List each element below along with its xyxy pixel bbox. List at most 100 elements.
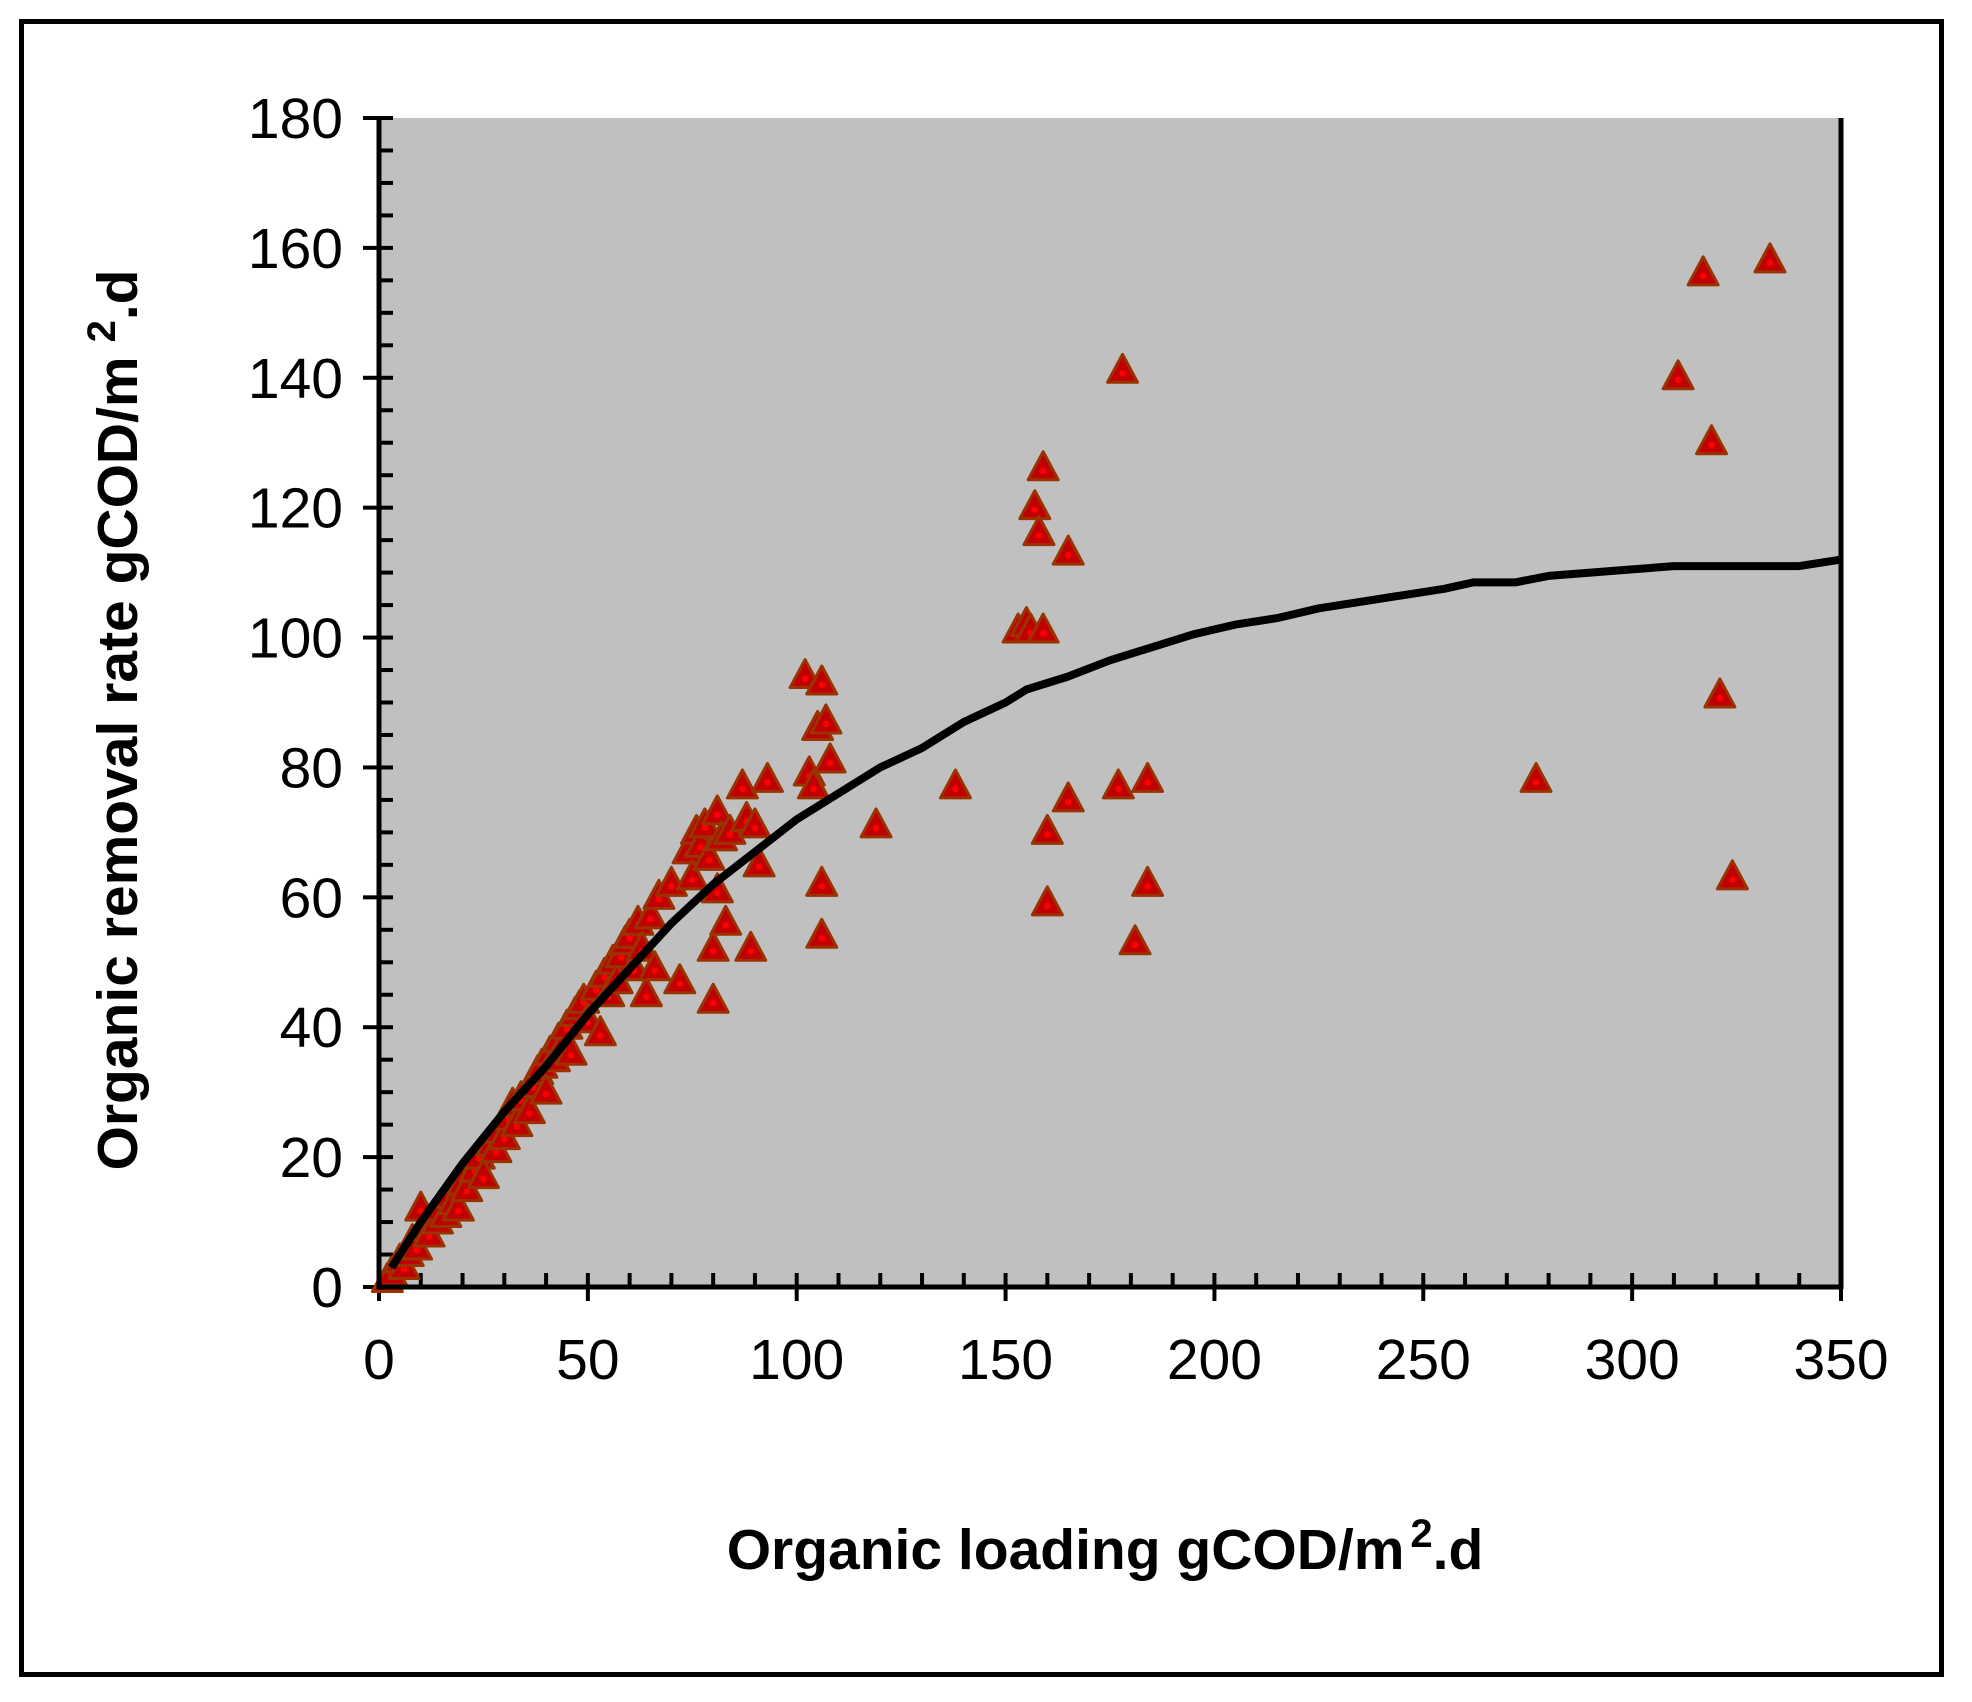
data-point [696,982,730,1014]
point-triangle [709,904,743,936]
point-triangle [1030,813,1064,845]
point-triangle [1018,489,1052,521]
point-center [818,681,825,689]
point-triangle [441,1190,475,1222]
point-center [1035,532,1043,539]
point-center [697,844,704,851]
point-center [1729,876,1736,884]
data-point [1018,489,1052,521]
data-point [529,1073,563,1105]
data-point [742,846,776,878]
point-center [542,1090,550,1098]
data-point [441,1190,475,1222]
point-triangle [1753,242,1787,274]
point-center [425,1233,433,1241]
y-tick-label: 180 [248,87,343,151]
point-triangle [629,976,663,1008]
point-triangle [734,930,768,962]
point-triangle [1519,761,1553,793]
point-center [400,1266,408,1273]
point-triangle [1051,534,1085,566]
point-center [689,876,696,884]
point-triangle [1026,450,1060,482]
y-axis-title-suffix: .d [86,270,150,321]
data-point [725,768,759,800]
data-point [663,963,697,995]
data-point [638,950,672,982]
point-center [818,935,825,942]
point-triangle [742,846,776,878]
point-center [593,987,600,994]
data-point [634,898,668,930]
point-center [801,675,809,682]
data-point [805,917,839,949]
point-triangle [725,768,759,800]
fit-line [388,555,1842,1270]
y-tick-label: 60 [280,866,343,930]
y-axis-title-text: Organic removal rate gCOD/m [86,356,150,1170]
x-tick-label: 350 [1793,1328,1888,1392]
data-point [512,1093,546,1125]
point-triangle [1131,761,1165,793]
point-triangle [675,859,709,891]
y-tick-label: 0 [311,1256,343,1320]
x-tick-label: 250 [1376,1328,1471,1392]
point-triangle [1022,515,1056,547]
y-tick-labels: 0 20 40 60 80 100 120 140 160 180 [248,87,343,1320]
point-triangle [700,794,734,826]
point-center [601,974,608,981]
data-point [1026,450,1060,482]
x-tick-label: 200 [1167,1328,1262,1392]
point-center [1039,629,1047,637]
point-center [701,824,709,832]
point-triangle [750,761,784,793]
point-center [1044,902,1051,910]
point-triangle [1695,424,1729,456]
point-triangle [583,1015,617,1047]
data-point [700,794,734,826]
point-center [480,1175,487,1182]
point-center [1699,272,1707,280]
point-center [1119,370,1126,377]
point-center [1131,941,1139,948]
data-point [1519,761,1553,793]
data-point [734,930,768,962]
point-center [463,1188,470,1195]
data-point [809,703,843,735]
data-point [1753,242,1787,274]
data-point [859,807,893,839]
x-axis-title: Organic loading gCOD/m 2.d [727,1512,1484,1582]
point-triangle [634,898,668,930]
point-triangle [1686,255,1720,287]
point-center [651,967,658,974]
point-triangle [738,807,772,839]
point-center [647,915,654,923]
y-tick-label: 80 [280,736,343,800]
data-point [692,839,726,871]
point-triangle [466,1158,500,1190]
point-triangle [1101,768,1135,800]
data-point [1051,781,1085,813]
point-center [952,785,959,793]
data-point [738,807,772,839]
data-point [1703,677,1737,709]
data-point [805,664,839,696]
y-tick-label: 140 [248,347,343,411]
point-triangle [796,768,830,800]
data-point [750,761,784,793]
point-center [755,863,763,871]
data-point [466,1158,500,1190]
point-center [1115,785,1122,793]
point-triangle [859,807,893,839]
data-point [1661,359,1695,391]
point-center [1044,831,1051,838]
point-center [413,1246,420,1254]
point-center [567,1052,575,1059]
data-point [1051,534,1085,566]
point-triangle [1106,352,1140,384]
point-triangle [1703,677,1737,709]
plot-area [379,118,1841,1287]
point-triangle [1715,859,1749,891]
x-tick-label: 50 [556,1328,619,1392]
